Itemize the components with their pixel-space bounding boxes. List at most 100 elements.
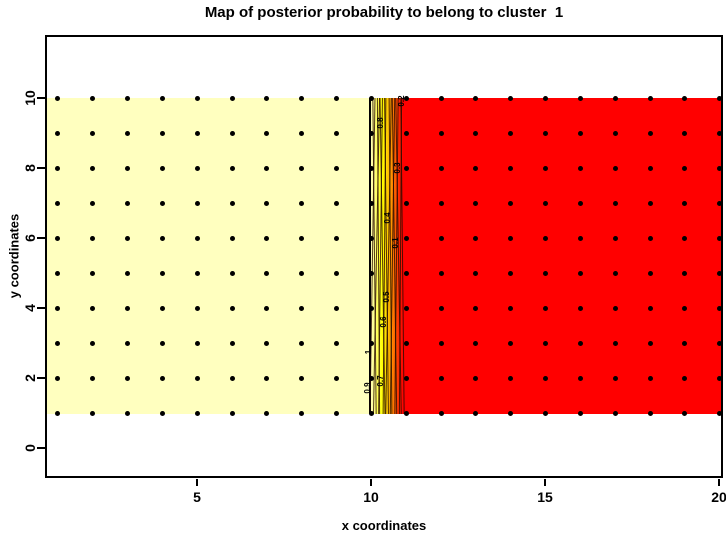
- grid-dot: [299, 410, 305, 416]
- grid-dot: [577, 340, 583, 346]
- grid-dot: [403, 235, 409, 241]
- x-tick-mark: [196, 479, 198, 486]
- grid-dot: [124, 165, 130, 171]
- grid-dot: [90, 165, 96, 171]
- grid-dot: [55, 375, 61, 381]
- grid-dot: [368, 340, 374, 346]
- grid-dot: [124, 410, 130, 416]
- grid-dot: [334, 305, 340, 311]
- grid-dot: [403, 200, 409, 206]
- grid-dot: [612, 130, 618, 136]
- grid-dot: [368, 410, 374, 416]
- grid-dot: [682, 95, 688, 101]
- grid-dot: [403, 270, 409, 276]
- grid-dot: [543, 235, 549, 241]
- grid-dot: [334, 95, 340, 101]
- grid-dot: [55, 200, 61, 206]
- grid-dot: [543, 410, 549, 416]
- grid-dot: [55, 130, 61, 136]
- grid-dot: [194, 270, 200, 276]
- y-tick-mark: [37, 447, 45, 449]
- y-tick-label: 10: [22, 90, 38, 106]
- grid-dot: [577, 235, 583, 241]
- grid-dot: [612, 235, 618, 241]
- grid-dot: [334, 235, 340, 241]
- grid-dot: [229, 95, 235, 101]
- grid-dot: [159, 200, 165, 206]
- grid-dot: [368, 270, 374, 276]
- grid-dot: [612, 270, 618, 276]
- grid-dot: [194, 410, 200, 416]
- grid-dot: [577, 200, 583, 206]
- grid-dot: [159, 305, 165, 311]
- grid-dot: [90, 130, 96, 136]
- grid-dot: [508, 95, 514, 101]
- grid-dot: [194, 340, 200, 346]
- grid-dot: [717, 235, 723, 241]
- y-tick-mark: [37, 307, 45, 309]
- grid-dot: [229, 130, 235, 136]
- grid-dot: [334, 340, 340, 346]
- grid-dot: [403, 410, 409, 416]
- grid-dot: [55, 340, 61, 346]
- grid-dot: [55, 410, 61, 416]
- grid-dot: [124, 95, 130, 101]
- grid-dot: [229, 375, 235, 381]
- y-tick-label: 2: [22, 374, 38, 382]
- grid-dot: [55, 270, 61, 276]
- grid-dot: [124, 375, 130, 381]
- grid-dot: [682, 410, 688, 416]
- grid-dot: [612, 95, 618, 101]
- grid-dot: [612, 375, 618, 381]
- grid-dot: [124, 305, 130, 311]
- grid-dot: [194, 130, 200, 136]
- grid-dot: [124, 130, 130, 136]
- grid-dot: [334, 410, 340, 416]
- grid-dot: [717, 410, 723, 416]
- grid-dot: [438, 200, 444, 206]
- grid-dot: [90, 95, 96, 101]
- grid-dot: [194, 235, 200, 241]
- x-tick-label: 20: [711, 489, 726, 505]
- grid-dot: [299, 165, 305, 171]
- grid-dot: [508, 305, 514, 311]
- grid-dot: [229, 410, 235, 416]
- grid-dot: [717, 270, 723, 276]
- grid-dot: [264, 95, 270, 101]
- grid-dot: [90, 305, 96, 311]
- grid-dot: [577, 305, 583, 311]
- grid-dot: [717, 165, 723, 171]
- y-tick-label: 6: [22, 234, 38, 242]
- grid-dot: [438, 410, 444, 416]
- high-probability-region: [46, 98, 370, 414]
- grid-dot: [194, 200, 200, 206]
- grid-dot: [717, 375, 723, 381]
- grid-dot: [55, 95, 61, 101]
- grid-dot: [368, 235, 374, 241]
- grid-dot: [717, 130, 723, 136]
- grid-dot: [717, 95, 723, 101]
- grid-dot: [229, 200, 235, 206]
- x-tick-mark: [370, 479, 372, 486]
- grid-dot: [368, 95, 374, 101]
- grid-dot: [473, 165, 479, 171]
- grid-dot: [473, 235, 479, 241]
- grid-dot: [368, 165, 374, 171]
- grid-dot: [508, 130, 514, 136]
- grid-dot: [647, 375, 653, 381]
- grid-dot: [403, 305, 409, 311]
- grid-dot: [508, 235, 514, 241]
- grid-dot: [55, 165, 61, 171]
- grid-dot: [438, 130, 444, 136]
- grid-dot: [473, 375, 479, 381]
- grid-dot: [438, 235, 444, 241]
- grid-dot: [647, 165, 653, 171]
- grid-dot: [299, 95, 305, 101]
- grid-dot: [682, 235, 688, 241]
- x-tick-label: 5: [193, 489, 201, 505]
- grid-dot: [229, 270, 235, 276]
- plot-title: Map of posterior probability to belong t…: [204, 4, 564, 21]
- grid-dot: [403, 130, 409, 136]
- grid-dot: [90, 235, 96, 241]
- grid-dot: [647, 340, 653, 346]
